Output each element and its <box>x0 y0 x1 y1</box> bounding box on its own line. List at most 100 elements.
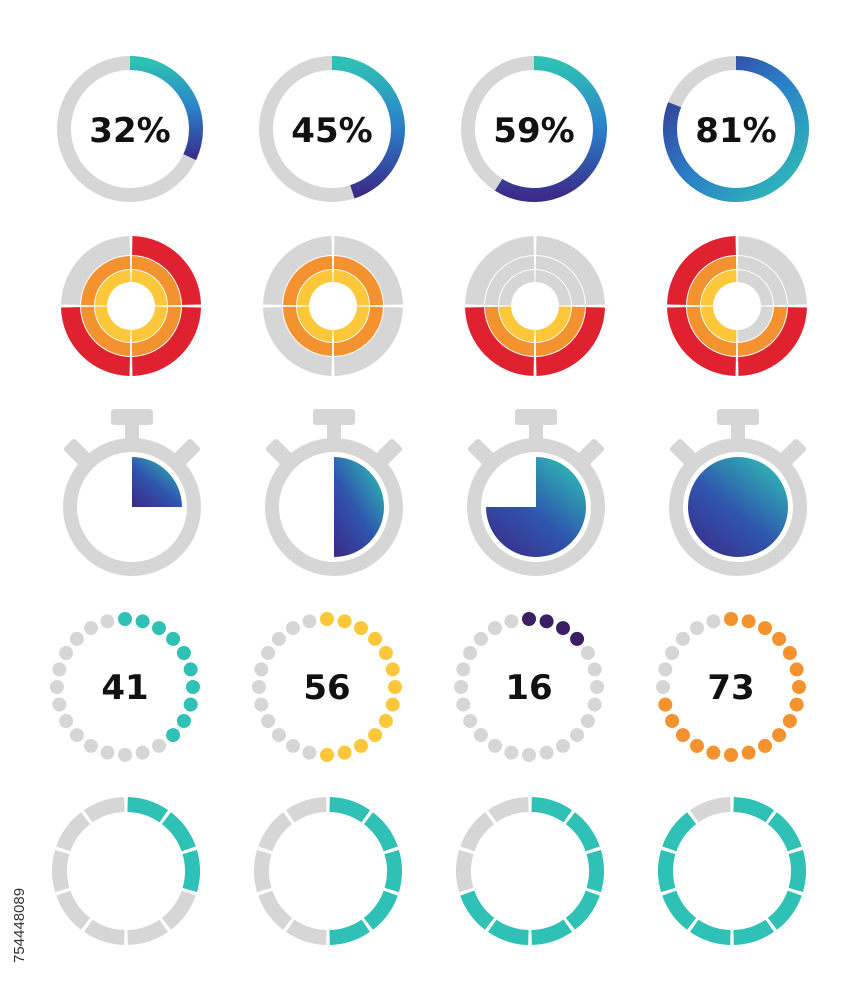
stopwatch-row <box>63 409 807 576</box>
percent-ring-progress <box>331 56 405 199</box>
segment-ring-cell <box>737 306 787 356</box>
segment-ring-cell <box>61 236 130 305</box>
segment-ring-cell <box>499 270 535 306</box>
dot-ring-dot <box>665 714 680 728</box>
dot-ring-dot <box>570 728 585 743</box>
segment-rings-row <box>61 236 807 376</box>
segment-ring-cell <box>536 236 605 305</box>
dot-ring-dot <box>488 738 502 753</box>
segment-bar-cell <box>565 812 600 852</box>
segment-ring-cell <box>535 270 571 306</box>
dot-ring-dot <box>378 646 393 660</box>
dot-ring-dot <box>388 680 402 694</box>
dot-ring-dot <box>84 621 98 636</box>
dot-ring-dot <box>539 614 554 629</box>
segment-ring-cell <box>465 307 534 376</box>
dot-ring-3: 16 <box>454 612 604 762</box>
segment-ring-cell <box>297 306 333 342</box>
segment-ring-cell <box>132 236 201 305</box>
segment-ring-cell <box>95 270 131 306</box>
segment-bar-4 <box>657 797 807 945</box>
percent-ring-label: 45% <box>291 111 372 151</box>
segment-bar-cell <box>161 812 196 852</box>
dot-ring-dot <box>741 614 756 629</box>
dot-ring-dot <box>100 614 115 629</box>
dot-ring-dot <box>261 714 276 728</box>
dot-ring-dot <box>758 738 772 753</box>
segment-ring-cell <box>465 236 534 305</box>
dot-ring-dot <box>59 646 74 660</box>
percent-ring-progress <box>494 56 607 202</box>
stopwatch-case <box>265 438 403 576</box>
dot-ring-dot <box>166 728 181 743</box>
dot-ring-dot <box>368 631 383 646</box>
segment-ring-cell <box>131 306 167 342</box>
stopwatch-case <box>669 438 807 576</box>
dot-ring-dot <box>454 680 468 694</box>
segment-bar-2 <box>253 797 403 945</box>
dot-ring-dot <box>463 714 478 728</box>
dot-ring-dot <box>463 646 478 660</box>
dot-ring-dot <box>675 631 690 646</box>
segment-ring-cell <box>667 236 736 305</box>
segment-ring-cell <box>263 307 332 376</box>
segment-bar-cell <box>689 797 731 823</box>
segment-ring-cell <box>131 256 181 306</box>
stopwatch-fill <box>132 457 182 507</box>
segment-ring-cell <box>297 270 333 306</box>
segment-ring-cell <box>131 306 181 356</box>
dot-ring-dot <box>176 646 191 660</box>
dot-ring-dot <box>724 748 738 762</box>
dot-ring-dot <box>580 646 595 660</box>
segment-bar-cell <box>127 797 169 823</box>
dot-ring-dot <box>522 748 536 762</box>
segment-bar-cell <box>363 812 398 852</box>
percent-ring-label: 59% <box>493 111 574 151</box>
stopwatch-1 <box>63 409 201 576</box>
dot-ring-dot <box>741 745 756 760</box>
segment-ring-cell <box>737 306 773 342</box>
segment-bar-cell <box>51 849 70 893</box>
percent-ring-label: 32% <box>89 111 170 151</box>
dot-ring-dot <box>675 728 690 743</box>
stopwatch-crown <box>717 409 759 425</box>
dot-ring-dot <box>183 697 198 712</box>
stock-id-text: 754448089 <box>11 888 28 963</box>
dot-ring-dot <box>658 697 673 712</box>
dot-ring-dot <box>587 662 602 677</box>
segment-ring-cell <box>701 306 737 342</box>
dot-ring-dot <box>69 631 84 646</box>
dot-ring-dot <box>354 621 368 636</box>
segment-bar-cell <box>329 797 371 823</box>
percent-ring-2: 45% <box>259 56 405 202</box>
dot-ring-dot <box>52 697 67 712</box>
dot-ring-1: 41 <box>50 612 200 762</box>
segment-bar-cell <box>182 849 201 893</box>
stopwatch-stem <box>125 423 139 441</box>
segment-ring-cell <box>738 236 807 305</box>
dot-ring-dot <box>488 621 502 636</box>
segment-ring-cell <box>535 306 571 342</box>
dot-ring-dot <box>556 621 570 636</box>
dot-ring-dot <box>665 646 680 660</box>
dot-ring-dot <box>570 631 585 646</box>
dot-ring-dot <box>271 728 286 743</box>
dot-ring-dot <box>792 680 806 694</box>
dot-ring-dot <box>656 680 670 694</box>
dot-ring-dot <box>183 662 198 677</box>
segment-ring-cell <box>132 307 201 376</box>
segment-ring-4 <box>667 236 807 376</box>
segment-ring-cell <box>687 256 737 306</box>
segment-ring-cell <box>131 270 167 306</box>
segment-bar-cell <box>83 797 125 823</box>
segment-bar-1 <box>51 797 201 945</box>
segment-ring-cell <box>687 306 737 356</box>
segment-bar-cell <box>384 849 403 893</box>
segment-ring-cell <box>333 256 383 306</box>
segment-ring-2 <box>263 236 403 376</box>
segment-ring-cell <box>283 306 333 356</box>
segment-bar-cell <box>460 890 495 930</box>
percent-rings-row: 32% 45% 59% 81% <box>57 56 809 202</box>
segment-bar-cell <box>565 890 600 930</box>
